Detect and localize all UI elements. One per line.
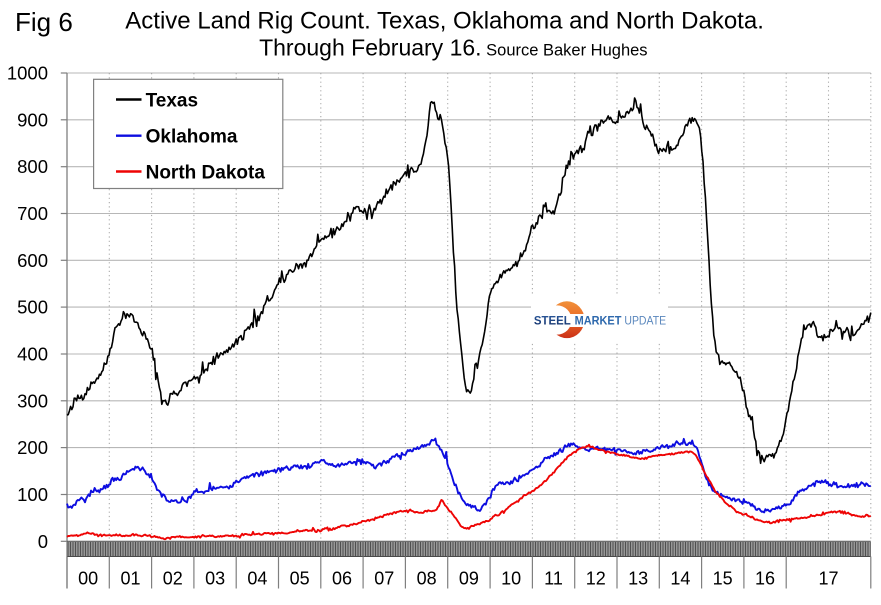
svg-text:UPDATE: UPDATE xyxy=(624,314,666,327)
svg-text:400: 400 xyxy=(17,344,48,365)
svg-text:07: 07 xyxy=(374,569,394,589)
svg-text:200: 200 xyxy=(17,437,48,458)
svg-text:0: 0 xyxy=(38,531,48,552)
svg-text:13: 13 xyxy=(628,569,648,589)
svg-text:16: 16 xyxy=(755,569,775,589)
svg-text:10: 10 xyxy=(501,569,521,589)
svg-text:STEEL: STEEL xyxy=(534,314,571,327)
svg-text:17: 17 xyxy=(818,569,838,589)
svg-text:15: 15 xyxy=(713,569,733,589)
svg-text:03: 03 xyxy=(205,569,225,589)
svg-text:Fig 6: Fig 6 xyxy=(15,7,73,37)
svg-text:01: 01 xyxy=(120,569,140,589)
svg-text:Active Land Rig Count. Texas,: Active Land Rig Count. Texas, Oklahoma a… xyxy=(125,7,764,34)
svg-text:Texas: Texas xyxy=(146,90,198,111)
svg-text:11: 11 xyxy=(544,569,563,589)
svg-text:00: 00 xyxy=(78,569,98,589)
svg-text:900: 900 xyxy=(17,109,48,130)
svg-text:North Dakota: North Dakota xyxy=(146,162,266,183)
svg-text:02: 02 xyxy=(163,569,183,589)
svg-text:800: 800 xyxy=(17,156,48,177)
svg-text:06: 06 xyxy=(332,569,352,589)
svg-text:MARKET: MARKET xyxy=(575,314,622,327)
svg-text:300: 300 xyxy=(17,390,48,411)
svg-text:08: 08 xyxy=(417,569,437,589)
svg-text:500: 500 xyxy=(17,297,48,318)
svg-text:09: 09 xyxy=(459,569,479,589)
svg-text:05: 05 xyxy=(290,569,310,589)
svg-text:1000: 1000 xyxy=(7,63,48,84)
svg-text:700: 700 xyxy=(17,203,48,224)
svg-text:Oklahoma: Oklahoma xyxy=(146,127,238,148)
svg-text:12: 12 xyxy=(586,569,606,589)
svg-text:600: 600 xyxy=(17,250,48,271)
svg-text:14: 14 xyxy=(670,569,690,589)
svg-text:100: 100 xyxy=(17,484,48,505)
svg-text:04: 04 xyxy=(247,569,267,589)
